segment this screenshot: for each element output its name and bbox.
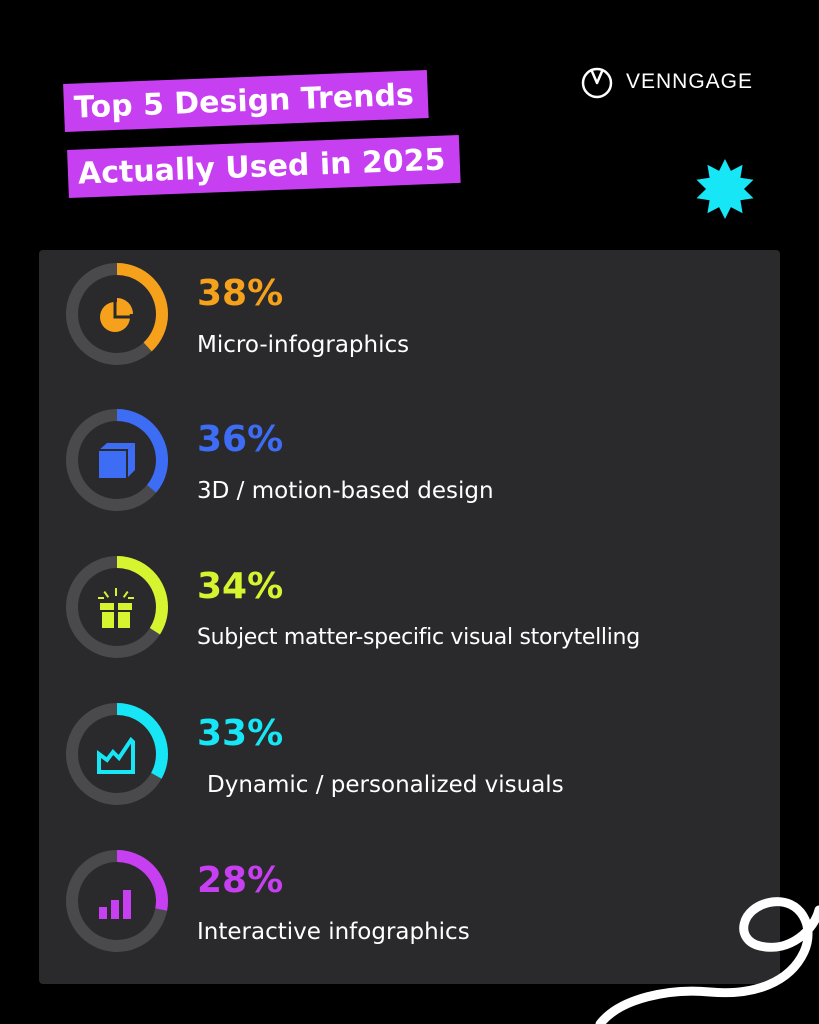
trend-label: 3D / motion-based design: [197, 478, 494, 504]
trend-percent: 36%: [197, 419, 284, 460]
donut-ring: [65, 849, 169, 953]
bar-chart-icon: [99, 890, 131, 919]
brand-name: VENNGAGE: [626, 70, 754, 93]
donut-ring: [65, 408, 169, 512]
trend-row: 38% Micro-infographics: [39, 250, 780, 365]
trend-label: Subject matter-specific visual storytell…: [197, 625, 640, 650]
trend-row: 33% Dynamic / personalized visuals: [39, 690, 780, 805]
trend-label: Micro-infographics: [197, 332, 410, 358]
donut-arc: [66, 703, 168, 805]
gift-box-icon: [98, 588, 134, 628]
trend-percent: 33%: [197, 713, 284, 754]
area-chart-icon: [97, 736, 135, 774]
donut-arc: [66, 409, 168, 511]
swirl-decoration: [595, 897, 819, 1024]
trends-panel: 38% Micro-infographics 36% 3D / motion-b…: [39, 250, 780, 984]
cube-icon: [99, 443, 135, 478]
donut-ring: [65, 555, 169, 659]
trend-percent: 34%: [197, 566, 284, 607]
brand-logo: VENNGAGE: [580, 64, 753, 100]
trend-percent: 28%: [197, 860, 284, 901]
trend-label: Interactive infographics: [197, 919, 470, 945]
trend-percent: 38%: [197, 273, 284, 314]
trend-label: Dynamic / personalized visuals: [207, 772, 564, 798]
donut-arc: [66, 556, 168, 658]
donut-ring: [65, 702, 169, 806]
pie-chart-icon: [100, 298, 133, 332]
title-line-1: Top 5 Design Trends: [63, 70, 429, 132]
trend-row: 34% Subject matter-specific visual story…: [39, 543, 780, 658]
donut-arc: [66, 850, 168, 952]
clock-circle-icon: [581, 67, 613, 99]
donut-ring: [65, 262, 169, 366]
starburst-icon: [696, 159, 754, 219]
title-line-2: Actually Used in 2025: [67, 134, 461, 198]
trend-row: 28% Interactive infographics: [39, 837, 780, 952]
trend-row: 36% 3D / motion-based design: [39, 396, 780, 511]
donut-arc: [66, 263, 168, 365]
